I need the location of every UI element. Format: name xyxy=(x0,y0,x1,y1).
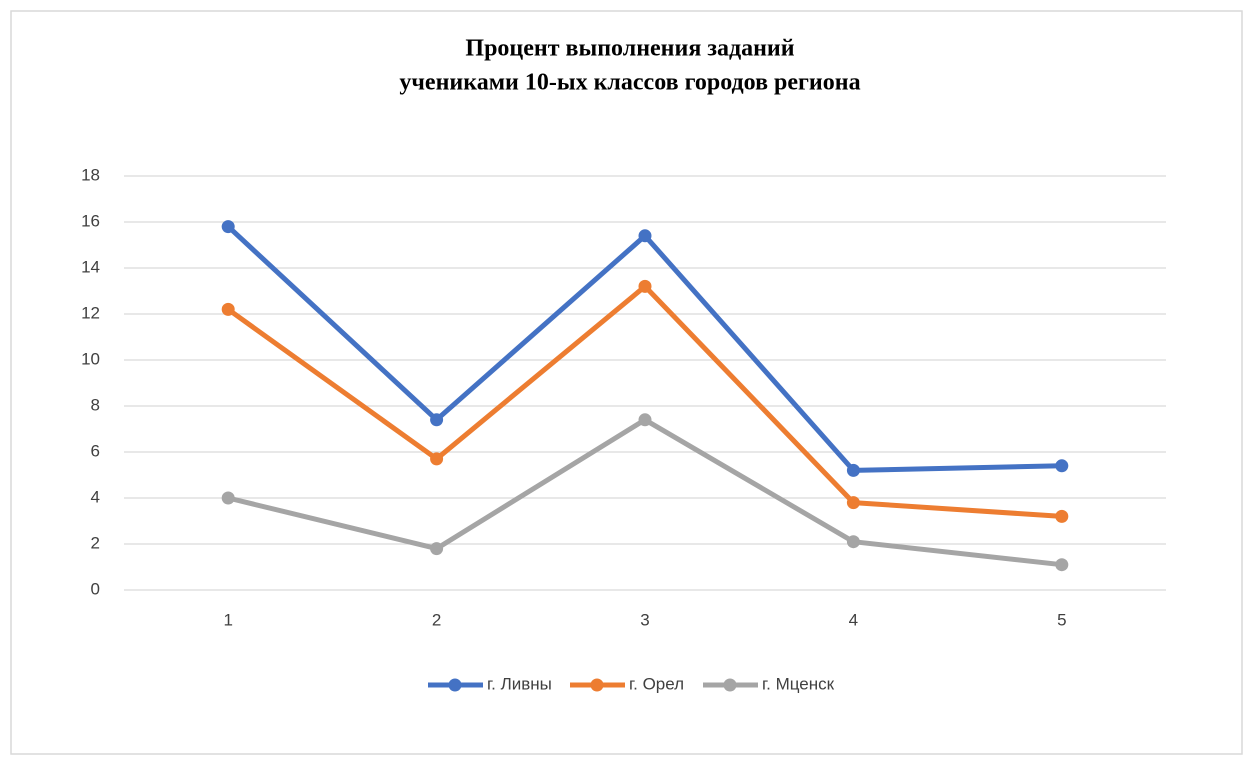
y-tick-label: 14 xyxy=(81,257,100,276)
y-tick-label: 16 xyxy=(81,211,100,230)
chart-frame xyxy=(10,10,1243,755)
x-tick-label: 5 xyxy=(1057,610,1066,629)
x-tick-label: 2 xyxy=(432,610,441,629)
data-point xyxy=(846,463,860,477)
y-tick-label: 18 xyxy=(81,165,100,184)
legend-label: г. Орел xyxy=(629,674,684,693)
y-tick-label: 8 xyxy=(91,395,100,414)
data-point xyxy=(1055,509,1069,523)
y-tick-label: 10 xyxy=(81,349,100,368)
data-point xyxy=(430,542,444,556)
x-tick-label: 1 xyxy=(223,610,232,629)
y-tick-label: 12 xyxy=(81,303,100,322)
y-tick-label: 4 xyxy=(91,487,100,506)
chart-title: учениками 10-ых классов городов региона xyxy=(399,70,860,96)
legend-label: г. Мценск xyxy=(762,674,835,693)
legend-marker xyxy=(723,678,737,692)
y-tick-label: 6 xyxy=(91,441,100,460)
x-tick-label: 3 xyxy=(640,610,649,629)
data-point xyxy=(1055,459,1069,473)
data-point xyxy=(638,229,652,243)
data-point xyxy=(430,452,444,466)
legend-label: г. Ливны xyxy=(487,674,552,693)
data-point xyxy=(221,302,235,316)
y-tick-label: 0 xyxy=(91,579,100,598)
data-point xyxy=(638,413,652,427)
data-point xyxy=(638,279,652,293)
chart-title: Процент выполнения заданий xyxy=(465,36,794,62)
data-point xyxy=(846,535,860,549)
data-point xyxy=(430,413,444,427)
data-point xyxy=(221,220,235,234)
legend-marker xyxy=(448,678,462,692)
legend-marker xyxy=(590,678,604,692)
y-tick-label: 2 xyxy=(91,533,100,552)
data-point xyxy=(221,491,235,505)
data-point xyxy=(846,496,860,510)
x-tick-label: 4 xyxy=(849,610,858,629)
data-point xyxy=(1055,558,1069,572)
